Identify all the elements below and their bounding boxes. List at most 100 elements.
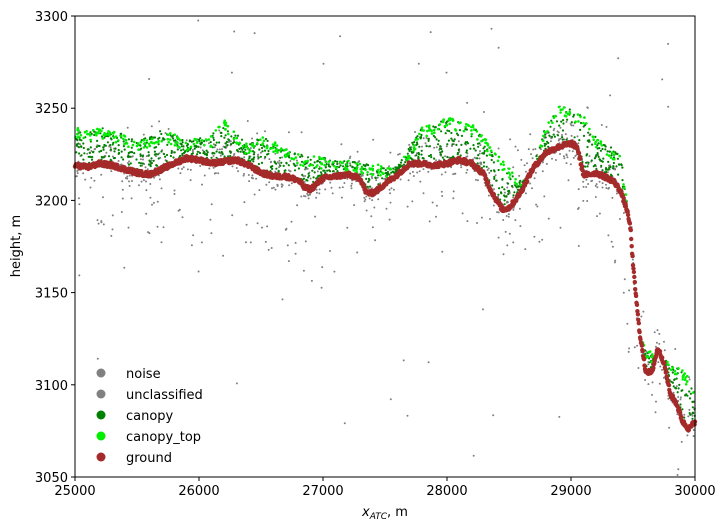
canopy-point [591, 143, 594, 146]
canopy-top-point [173, 133, 176, 136]
canopy-top-point [360, 167, 363, 171]
canopy-point [440, 147, 443, 151]
canopy-point [455, 143, 458, 146]
noise-point [617, 57, 620, 60]
canopy-top-point [96, 127, 99, 131]
canopy-top-point [480, 139, 484, 143]
canopy-top-point [618, 154, 621, 158]
x-tick-label: 29000 [550, 484, 591, 499]
canopy-top-point [577, 120, 580, 123]
unclassified-point [349, 155, 352, 158]
unclassified-point [512, 196, 515, 199]
canopy-point [597, 155, 600, 158]
canopy-top-point [407, 157, 411, 160]
unclassified-point [185, 139, 188, 142]
canopy-top-point [318, 155, 321, 159]
canopy-top-point [82, 136, 85, 140]
canopy-point [147, 154, 150, 157]
ground-point [486, 180, 491, 185]
unclassified-point [493, 188, 495, 191]
unclassified-point [601, 186, 604, 189]
canopy-point [343, 160, 346, 163]
canopy-point [609, 165, 612, 169]
canopy-top-point [119, 134, 123, 138]
canopy-point [229, 151, 232, 154]
unclassified-point [373, 206, 376, 209]
canopy-point [332, 170, 335, 173]
y-tick-label: 3250 [35, 102, 68, 117]
unclassified-point [435, 159, 438, 162]
unclassified-point [192, 234, 195, 237]
unclassified-point [144, 166, 147, 169]
unclassified-point [389, 201, 392, 204]
canopy-point [691, 417, 694, 420]
unclassified-point [155, 155, 158, 158]
unclassified-point [109, 146, 112, 149]
unclassified-point [257, 153, 260, 156]
canopy-top-point [338, 160, 342, 164]
canopy-point [75, 138, 78, 141]
legend-label-noise: noise [126, 367, 161, 382]
canopy-point [336, 170, 339, 173]
ground-point [632, 279, 637, 285]
canopy-point [359, 173, 362, 176]
canopy-top-point [223, 119, 226, 122]
canopy-top-point [169, 132, 172, 135]
unclassified-point [654, 345, 657, 348]
unclassified-point [221, 148, 223, 151]
unclassified-point [295, 159, 298, 162]
canopy-top-point [266, 145, 269, 148]
canopy-top-point [284, 148, 288, 151]
unclassified-point [613, 261, 616, 264]
noise-point [322, 62, 325, 65]
canopy-point [404, 161, 407, 164]
canopy-point [420, 149, 423, 152]
canopy-point [381, 177, 384, 180]
unclassified-point [96, 219, 99, 222]
canopy-point [113, 150, 116, 153]
canopy-point [441, 156, 444, 159]
canopy-point [141, 162, 144, 165]
canopy-top-point [127, 145, 130, 148]
canopy-point [173, 151, 176, 154]
canopy-point [109, 144, 112, 147]
unclassified-point [272, 186, 275, 189]
unclassified-point [411, 170, 414, 173]
canopy-top-point [568, 111, 572, 115]
canopy-top-point [579, 115, 582, 119]
canopy-top-point [173, 144, 177, 147]
unclassified-point [497, 147, 500, 150]
canopy-point [482, 152, 485, 155]
canopy-top-point [379, 165, 383, 168]
canopy-top-point [416, 138, 420, 141]
x-tick-label: 28000 [426, 484, 467, 499]
canopy-point [250, 158, 253, 161]
noise-point [600, 124, 603, 126]
unclassified-point [266, 225, 269, 228]
canopy-point [688, 412, 691, 415]
unclassified-point [567, 179, 570, 182]
canopy-point [543, 142, 546, 145]
canopy-point [596, 153, 599, 156]
canopy-point [673, 378, 676, 381]
canopy-point [324, 171, 327, 174]
canopy-top-point [184, 141, 188, 145]
canopy-point [420, 133, 423, 137]
canopy-top-point [222, 121, 226, 124]
unclassified-point [189, 168, 192, 171]
canopy-point [691, 411, 695, 414]
canopy-top-point [192, 142, 196, 146]
canopy-point [543, 144, 546, 147]
canopy-point [139, 144, 142, 147]
canopy-point [301, 155, 304, 158]
unclassified-point [651, 393, 653, 396]
unclassified-point [615, 192, 618, 195]
canopy-point [386, 170, 389, 174]
unclassified-point [318, 166, 321, 168]
canopy-top-point [123, 135, 127, 138]
ground-point [578, 156, 583, 161]
canopy-point [152, 159, 155, 162]
noise-point [466, 101, 469, 104]
canopy-point [227, 138, 230, 141]
canopy-point [609, 173, 613, 176]
